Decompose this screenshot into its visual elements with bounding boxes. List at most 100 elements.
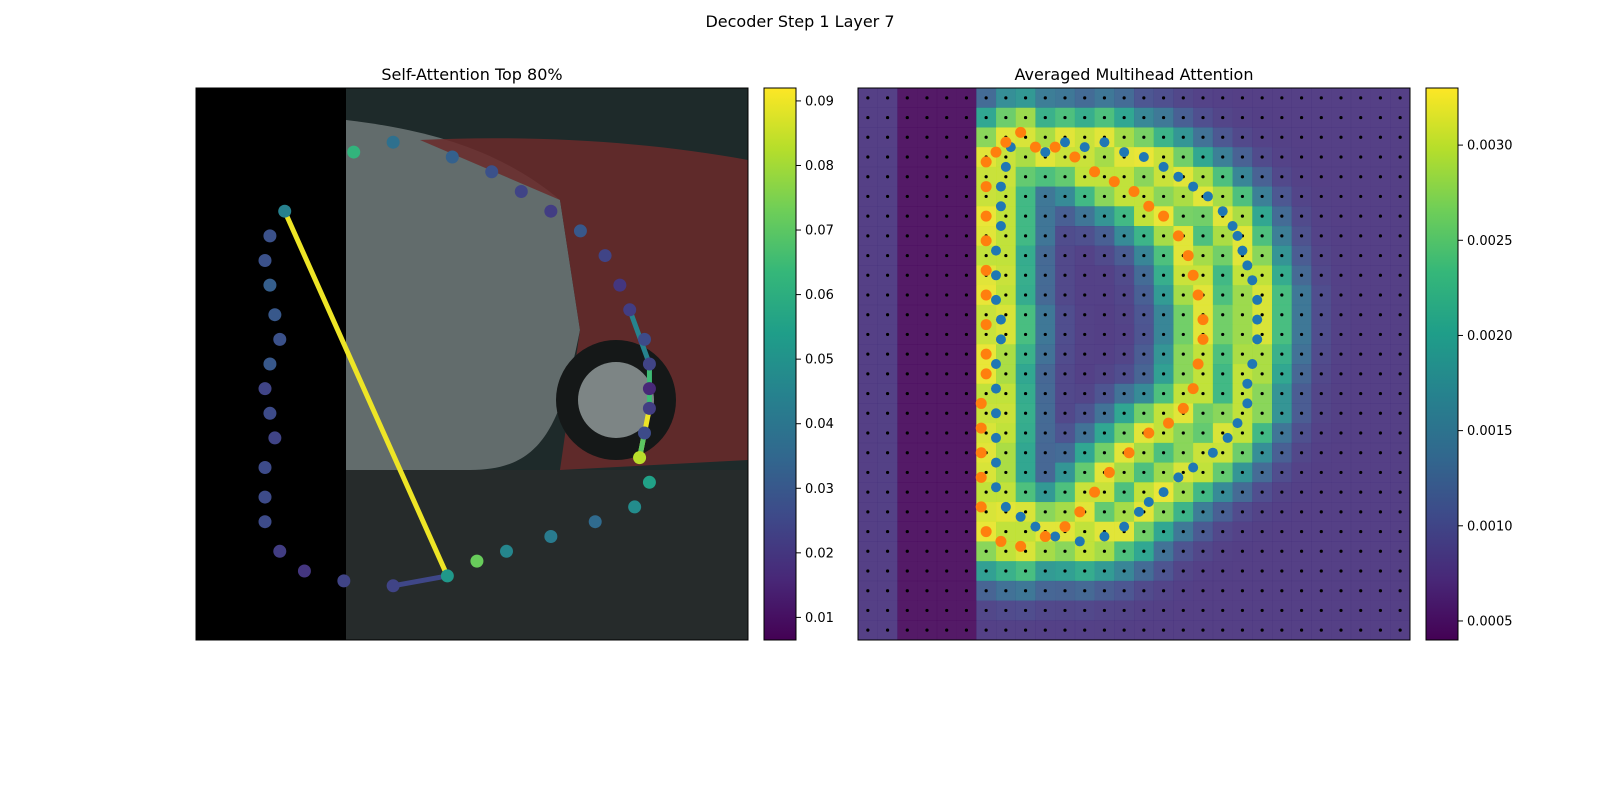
grid-dot (1378, 431, 1383, 435)
gt-point (991, 359, 1001, 369)
gt-point (1060, 137, 1070, 148)
grid-dot (1319, 273, 1323, 277)
grid-dot (1240, 115, 1245, 120)
grid-dot (1240, 332, 1245, 337)
grid-dot (1004, 628, 1008, 632)
grid-dot (1023, 175, 1028, 179)
grid-dot (1181, 372, 1185, 376)
grid-dot (1004, 273, 1008, 277)
grid-dot (866, 214, 870, 218)
grid-dot (964, 115, 969, 120)
grid-dot (984, 490, 988, 494)
grid-dot (984, 253, 988, 258)
grid-dot (1339, 194, 1343, 199)
gt-point (991, 245, 1001, 256)
grid-dot (866, 470, 870, 475)
grid-dot (1339, 608, 1343, 613)
grid-dot (1181, 293, 1185, 297)
grid-dot (925, 313, 929, 317)
grid-dot (1063, 155, 1067, 159)
grid-dot (945, 332, 949, 337)
grid-dot (1221, 490, 1225, 494)
grid-dot (1083, 175, 1087, 179)
grid-dot (1161, 155, 1166, 159)
grid-dot (885, 96, 890, 100)
grid-dot (1102, 628, 1107, 632)
pred-point (1197, 314, 1209, 326)
grid-dot (866, 451, 870, 455)
grid-dot (1083, 411, 1087, 415)
grid-dot (1063, 510, 1067, 514)
grid-dot (964, 175, 969, 179)
grid-dot (1142, 253, 1146, 258)
attention-point (258, 515, 272, 529)
grid-dot (1359, 214, 1363, 218)
grid-dot (1181, 549, 1185, 553)
grid-dot (905, 431, 909, 435)
grid-dot (1339, 372, 1343, 376)
attention-point (470, 554, 484, 568)
grid-dot (866, 293, 870, 297)
attention-point (514, 185, 528, 198)
grid-dot (1221, 155, 1225, 159)
grid-dot (1280, 234, 1284, 238)
grid-dot (1181, 313, 1185, 317)
grid-dot (1122, 332, 1126, 337)
grid-dot (925, 115, 929, 120)
grid-dot (1319, 115, 1323, 120)
grid-dot (1398, 510, 1402, 514)
grid-dot (1181, 115, 1185, 120)
grid-dot (1122, 115, 1126, 120)
grid-dot (1280, 549, 1284, 553)
grid-dot (964, 431, 969, 435)
gt-point (995, 334, 1006, 345)
grid-dot (1339, 253, 1343, 258)
grid-dot (1083, 352, 1087, 356)
grid-dot (905, 214, 909, 218)
grid-dot (1023, 135, 1028, 139)
grid-dot (1161, 96, 1166, 100)
gt-point (991, 457, 1001, 468)
gt-point (1188, 462, 1199, 473)
grid-dot (1299, 372, 1304, 376)
gt-point (995, 181, 1006, 192)
grid-dot (1398, 313, 1402, 317)
grid-dot (1299, 135, 1304, 139)
grid-dot (1083, 451, 1087, 455)
grid-dot (1339, 470, 1343, 475)
grid-dot (1260, 115, 1264, 120)
grid-dot (1083, 431, 1087, 435)
grid-dot (1319, 372, 1323, 376)
grid-dot (1260, 234, 1264, 238)
grid-dot (885, 234, 890, 238)
grid-dot (1043, 273, 1047, 277)
grid-dot (885, 549, 890, 553)
grid-dot (1398, 135, 1402, 139)
grid-dot (1142, 451, 1146, 455)
grid-dot (1398, 411, 1402, 415)
grid-dot (945, 313, 949, 317)
grid-dot (1181, 510, 1185, 514)
grid-dot (1240, 293, 1245, 297)
grid-dot (984, 194, 988, 199)
gt-point (1252, 334, 1263, 345)
grid-dot (1280, 155, 1284, 159)
grid-dot (1398, 214, 1402, 218)
grid-dot (1102, 194, 1107, 199)
grid-dot (1240, 194, 1245, 199)
pred-point (1182, 250, 1194, 262)
grid-dot (1102, 214, 1107, 218)
grid-dot (945, 391, 949, 396)
grid-dot (1299, 115, 1304, 120)
grid-dot (1240, 490, 1245, 494)
colorbar-tick-label: 0.0030 (1467, 139, 1513, 154)
grid-dot (1280, 135, 1284, 139)
grid-dot (1260, 135, 1264, 139)
gt-point (1138, 152, 1149, 162)
grid-dot (945, 549, 949, 553)
grid-dot (1142, 273, 1146, 277)
gt-point (1173, 171, 1184, 182)
grid-dot (945, 115, 949, 120)
grid-dot (1201, 273, 1205, 277)
grid-dot (1043, 451, 1047, 455)
